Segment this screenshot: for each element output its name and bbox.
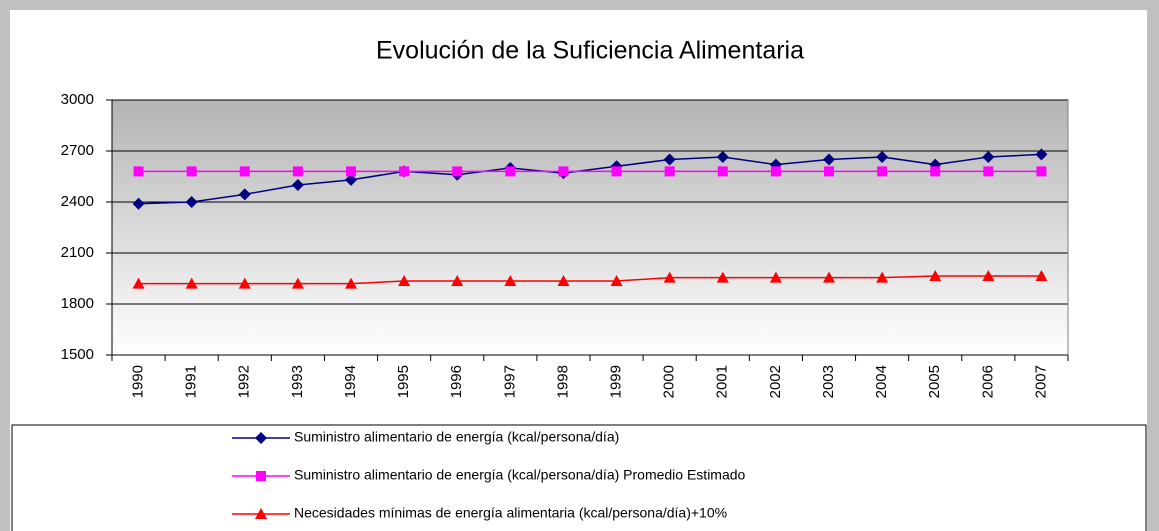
- legend-marker: [256, 471, 266, 481]
- data-point: [238, 277, 251, 289]
- y-tick-label: 2700: [61, 142, 94, 159]
- data-point: [185, 196, 198, 208]
- data-point: [558, 166, 569, 177]
- x-tick-label: 1992: [236, 365, 253, 398]
- x-tick-label: 2004: [873, 365, 890, 398]
- x-tick-label: 2006: [979, 365, 996, 398]
- data-point: [132, 277, 145, 289]
- x-tick-label: 2000: [661, 365, 678, 398]
- data-point: [504, 275, 517, 287]
- x-tick-label: 1993: [289, 365, 306, 398]
- data-point: [345, 277, 357, 289]
- legend-label: Suministro alimentario de energía (kcal/…: [294, 467, 746, 483]
- data-point: [982, 150, 995, 163]
- data-point: [186, 166, 197, 177]
- data-point: [133, 166, 144, 177]
- data-point: [664, 166, 675, 177]
- data-point: [663, 153, 676, 166]
- x-tick-label: 1999: [608, 365, 625, 398]
- data-point: [716, 271, 729, 283]
- legend-marker: [255, 508, 267, 519]
- x-tick-label: 1995: [395, 365, 412, 398]
- data-point: [611, 166, 622, 177]
- data-point: [239, 166, 250, 177]
- data-point: [399, 166, 410, 177]
- data-point: [185, 277, 198, 289]
- data-point: [505, 166, 516, 177]
- data-point: [132, 197, 145, 210]
- legend-marker: [255, 432, 267, 444]
- x-tick-label: 2003: [820, 365, 837, 398]
- data-point: [238, 188, 251, 201]
- data-point: [452, 166, 463, 177]
- x-tick-label: 2007: [1032, 365, 1049, 398]
- y-tick-label: 3000: [61, 91, 94, 108]
- series-line: [138, 153, 1042, 205]
- data-point: [824, 166, 834, 177]
- data-point: [716, 150, 729, 163]
- data-point: [1035, 269, 1048, 281]
- data-point: [769, 271, 782, 283]
- data-point: [823, 153, 835, 166]
- y-tick-label: 1500: [61, 346, 94, 363]
- data-point: [292, 166, 303, 177]
- data-point: [451, 275, 464, 287]
- data-point: [1035, 148, 1048, 161]
- data-point: [983, 166, 994, 177]
- x-tick-label: 1998: [554, 365, 571, 398]
- data-point: [557, 275, 570, 287]
- data-point: [663, 271, 676, 283]
- data-point: [876, 271, 889, 283]
- y-tick-label: 1800: [61, 295, 94, 312]
- data-point: [345, 173, 357, 186]
- data-point: [929, 269, 942, 281]
- series-line: [138, 275, 1042, 285]
- data-point: [982, 269, 995, 281]
- data-point: [876, 150, 889, 163]
- x-tick-label: 2001: [714, 365, 731, 398]
- x-tick-label: 1990: [130, 365, 147, 398]
- y-tick-label: 2400: [61, 193, 94, 210]
- chart-title: Evolución de la Suficiencia Alimentaria: [376, 37, 804, 65]
- x-tick-label: 1997: [501, 365, 518, 398]
- x-tick-label: 1996: [448, 365, 465, 398]
- x-tick-label: 2005: [926, 365, 943, 398]
- x-tick-label: 1991: [183, 365, 200, 398]
- data-point: [877, 166, 888, 177]
- legend-label: Suministro alimentario de energía (kcal/…: [294, 429, 619, 445]
- data-point: [398, 275, 411, 287]
- data-point: [930, 166, 941, 177]
- y-tick-label: 2100: [61, 244, 94, 261]
- data-point: [823, 271, 835, 283]
- data-point: [346, 166, 356, 177]
- data-point: [291, 277, 304, 289]
- data-point: [770, 166, 781, 177]
- data-point: [291, 179, 304, 191]
- legend-box: [11, 424, 1147, 531]
- data-point: [1036, 166, 1047, 177]
- data-point: [610, 275, 623, 287]
- x-tick-label: 1994: [342, 365, 359, 398]
- data-point: [717, 166, 728, 177]
- plot-area: [112, 100, 1068, 355]
- legend-label: Necesidades mínimas de energía alimentar…: [294, 505, 727, 521]
- x-tick-label: 2002: [767, 365, 784, 398]
